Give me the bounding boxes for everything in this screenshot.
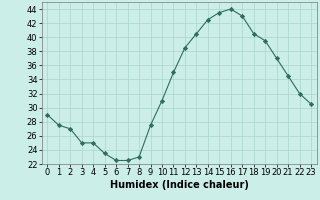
X-axis label: Humidex (Indice chaleur): Humidex (Indice chaleur) <box>110 180 249 190</box>
